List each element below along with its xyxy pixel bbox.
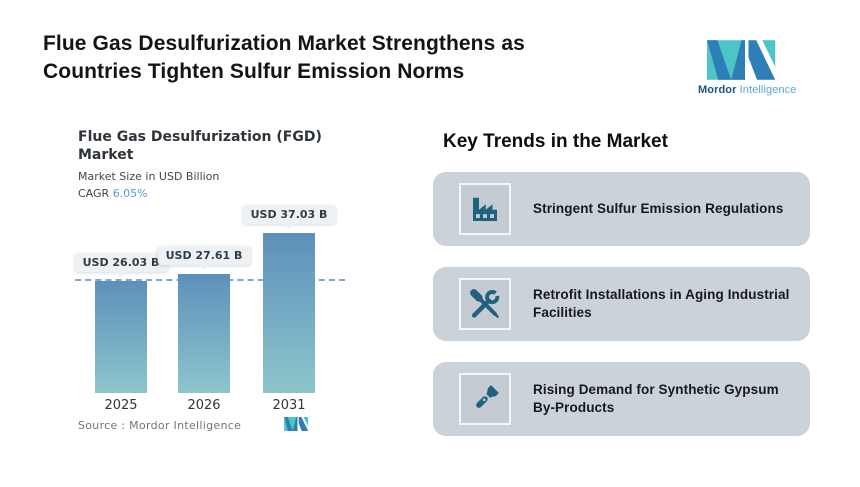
brand-name: Mordor Intelligence <box>698 84 796 96</box>
trend-icon-box <box>459 373 511 425</box>
source-label: Source : Mordor Intelligence <box>78 419 242 432</box>
bar-year-label: 2026 <box>187 398 221 413</box>
flashlight-icon <box>467 381 503 417</box>
trend-icon-box <box>459 183 511 235</box>
chart-header: Flue Gas Desulfurization (FGD) Market Ma… <box>78 128 322 200</box>
tools-icon <box>467 286 503 322</box>
bar-value-badge: USD 26.03 B <box>74 253 168 272</box>
page-title-line1: Flue Gas Desulfurization Market Strength… <box>43 32 525 55</box>
bar-value-badge: USD 37.03 B <box>242 205 336 224</box>
trend-card-list: Stringent Sulfur Emission Regulations Re… <box>433 172 810 436</box>
trend-text: Retrofit Installations in Aging Industri… <box>533 286 790 320</box>
factory-icon <box>467 191 503 227</box>
trend-card-retrofit: Retrofit Installations in Aging Industri… <box>433 267 810 341</box>
page-title: Flue Gas Desulfurization Market Strength… <box>43 30 525 86</box>
chart-title-line1: Flue Gas Desulfurization (FGD) <box>78 129 322 145</box>
bar-year-label: 2025 <box>104 398 138 413</box>
trend-text: Rising Demand for Synthetic Gypsum By-Pr… <box>533 381 779 415</box>
trends-heading: Key Trends in the Market <box>443 131 668 152</box>
chart-cagr: CAGR 6.05% <box>78 187 322 200</box>
bar-value-badge: USD 27.61 B <box>157 246 251 265</box>
bar-2031 <box>263 233 315 393</box>
page-title-line2: Countries Tighten Sulfur Emission Norms <box>43 60 465 83</box>
bar-2025 <box>95 281 147 393</box>
brand-name-bold: Mordor <box>698 84 737 96</box>
chart-title-line2: Market <box>78 147 134 163</box>
trend-card-regulations: Stringent Sulfur Emission Regulations <box>433 172 810 246</box>
trend-card-gypsum: Rising Demand for Synthetic Gypsum By-Pr… <box>433 362 810 436</box>
chart-subtitle: Market Size in USD Billion <box>78 170 220 183</box>
bar-chart: USD 26.03 B 2025 USD 27.61 B 2026 USD 37… <box>74 185 347 413</box>
cagr-value: 6.05% <box>112 187 148 200</box>
cagr-label: CAGR <box>78 187 110 200</box>
trend-icon-box <box>459 278 511 330</box>
brand-name-light: Intelligence <box>739 84 797 96</box>
source-brand-icon <box>284 417 311 431</box>
brand-logo: Mordor Intelligence <box>698 40 796 96</box>
trend-text: Stringent Sulfur Emission Regulations <box>533 200 784 216</box>
bar-year-label: 2031 <box>272 398 306 413</box>
mordor-intelligence-logo-icon <box>707 40 783 80</box>
chart-title: Flue Gas Desulfurization (FGD) Market <box>78 128 322 164</box>
bar-2026 <box>178 274 230 393</box>
